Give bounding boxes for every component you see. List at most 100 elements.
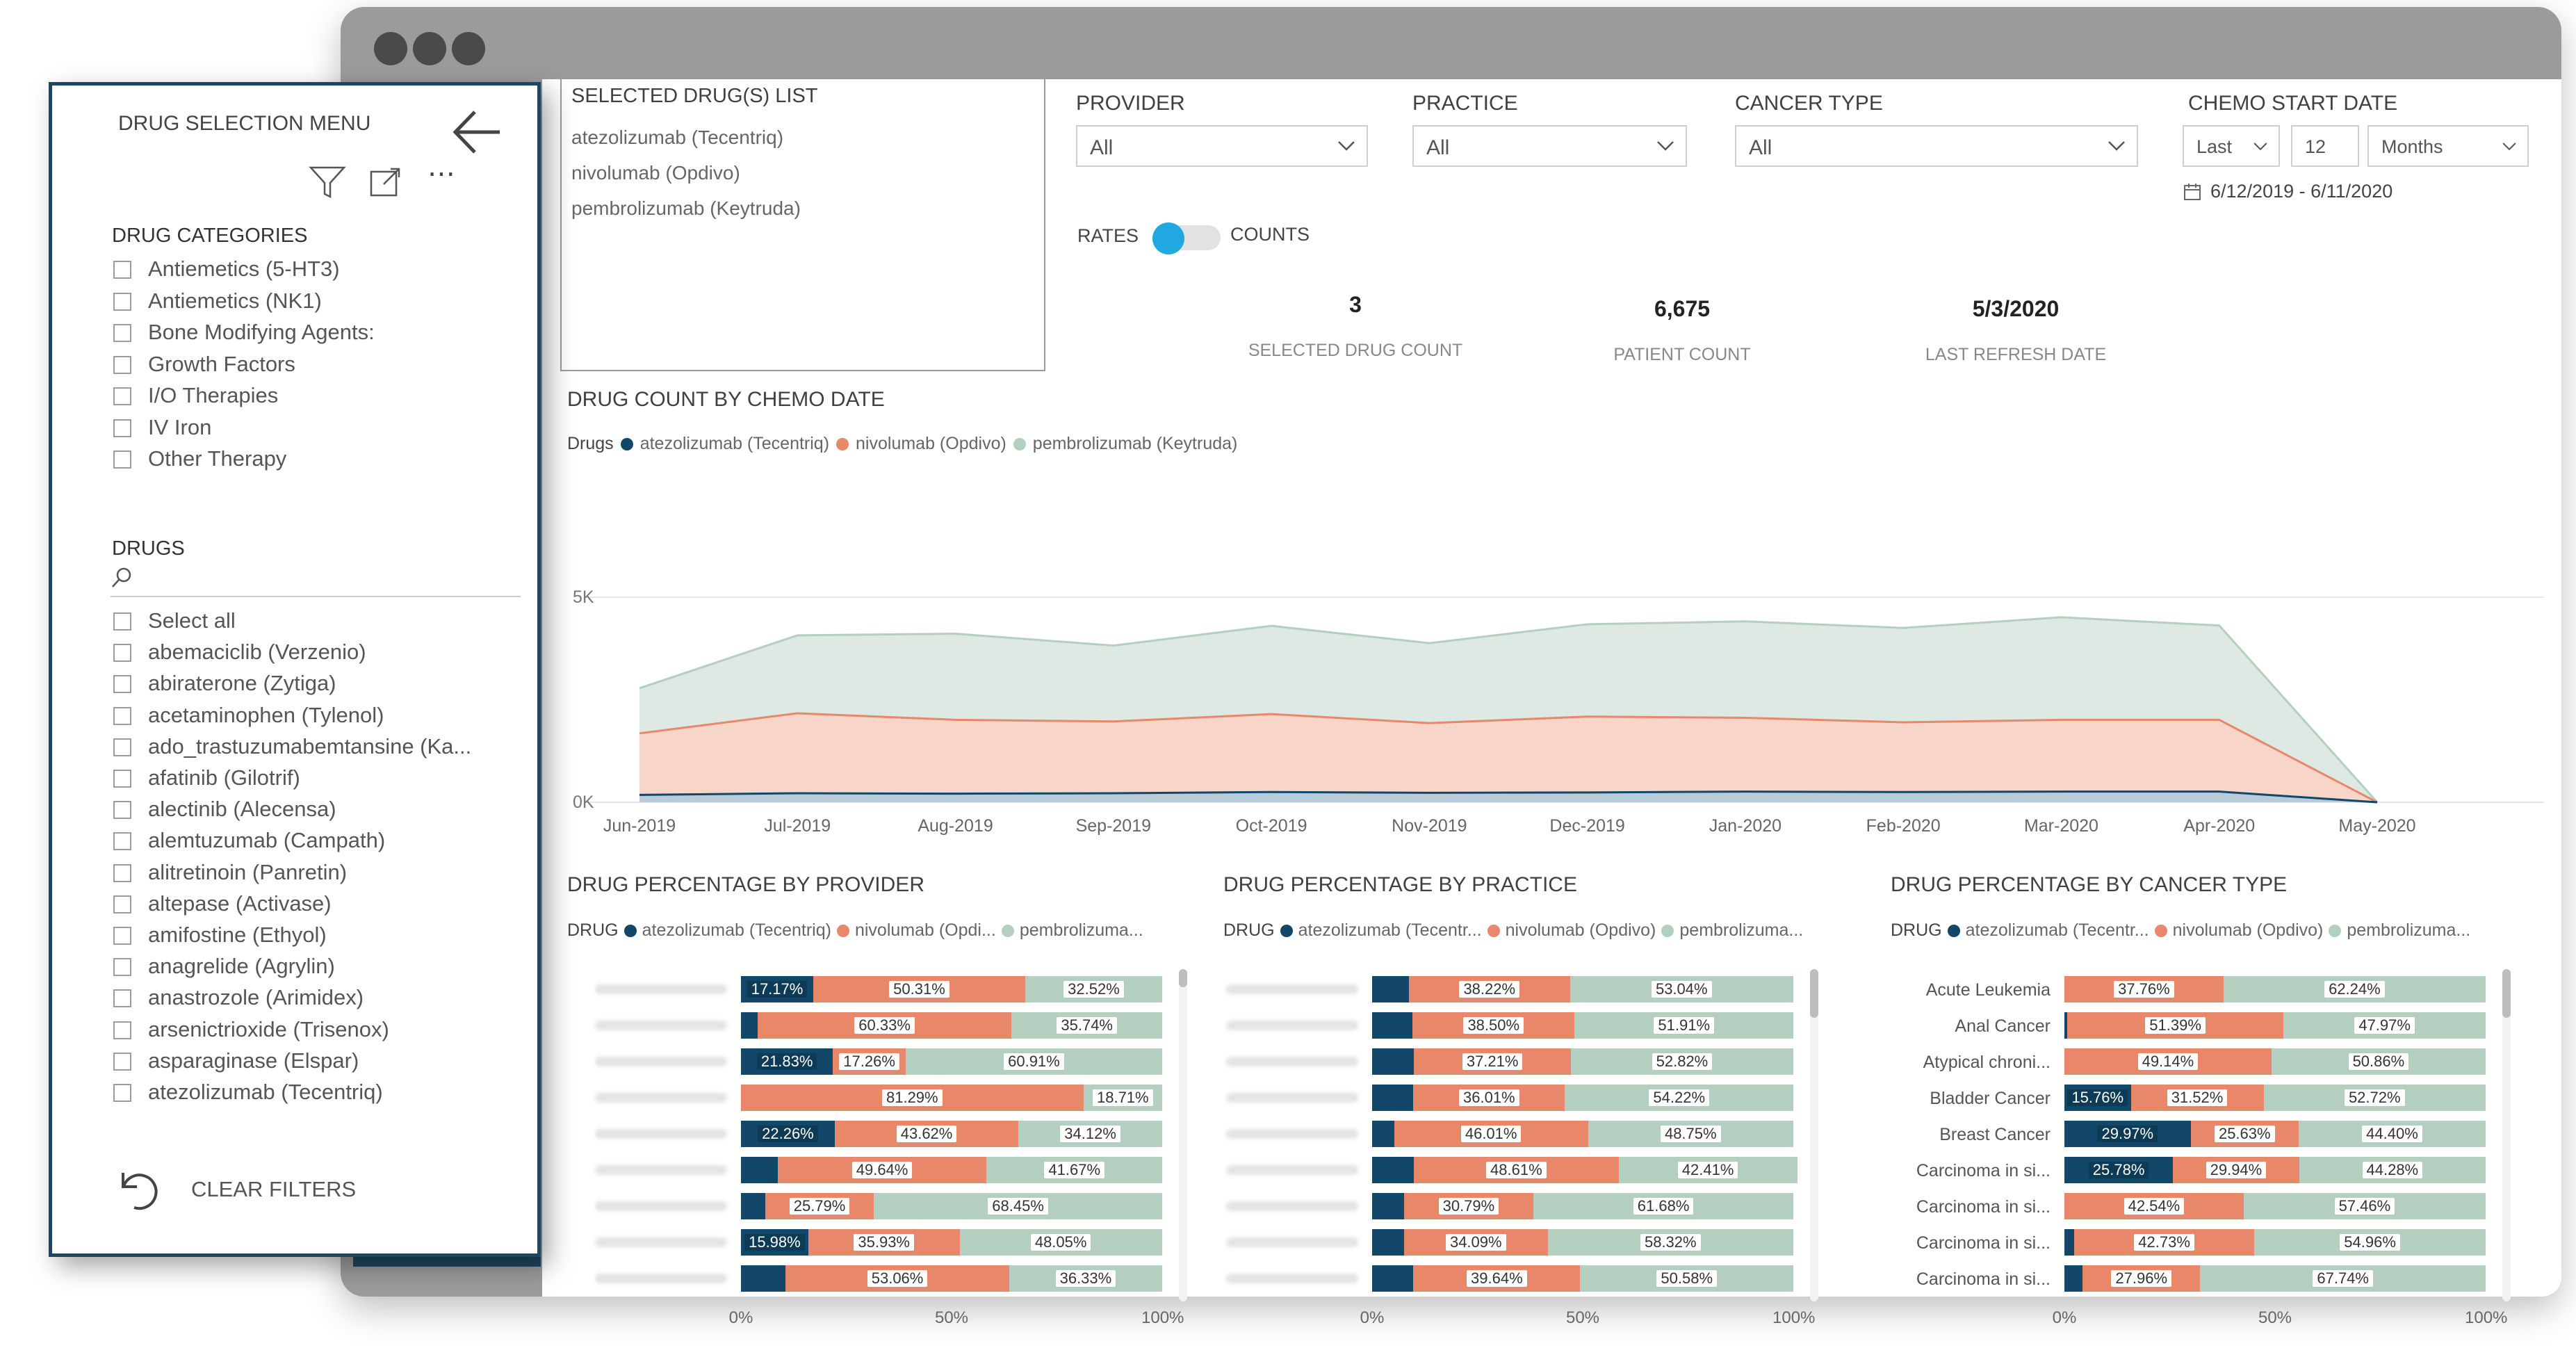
checkbox-label[interactable]: altepase (Activase)	[148, 891, 332, 916]
bar-segment[interactable]: 27.96%	[2082, 1265, 2201, 1292]
bar-segment[interactable]: 30.79%	[1403, 1193, 1534, 1219]
bar-segment[interactable]	[741, 1265, 786, 1292]
bar-segment[interactable]: 38.22%	[1408, 976, 1570, 1002]
bar-segment[interactable]: 60.91%	[905, 1048, 1162, 1075]
practice-dropdown[interactable]: All	[1412, 125, 1687, 167]
checkbox-label[interactable]: afatinib (Gilotrif)	[148, 765, 300, 790]
checkbox[interactable]	[113, 801, 131, 820]
checkbox-label[interactable]: ado_trastuzumabemtansine (Ka...	[148, 733, 472, 758]
undo-icon[interactable]	[113, 1163, 163, 1213]
bar-segment[interactable]: 22.26%	[741, 1121, 835, 1147]
checkbox-label[interactable]: asparaginase (Elspar)	[148, 1048, 359, 1073]
checkbox[interactable]	[113, 738, 131, 756]
checkbox[interactable]	[113, 958, 131, 977]
checkbox[interactable]	[113, 1021, 131, 1039]
bar-segment[interactable]: 67.74%	[2200, 1265, 2486, 1292]
filter-icon[interactable]	[308, 163, 347, 202]
checkbox[interactable]	[113, 324, 131, 342]
checkbox-label[interactable]: acetaminophen (Tylenol)	[148, 702, 384, 727]
bar-segment[interactable]	[741, 1193, 765, 1219]
rates-counts-toggle[interactable]	[1152, 222, 1221, 254]
bar-segment[interactable]: 52.72%	[2263, 1085, 2486, 1111]
legend-item[interactable]: atezolizumab (Tecentriq)	[642, 920, 831, 940]
bar-segment[interactable]	[2064, 1265, 2082, 1292]
checkbox-label[interactable]: alectinib (Alecensa)	[148, 797, 336, 822]
checkbox[interactable]	[113, 292, 131, 311]
bar-segment[interactable]: 57.46%	[2243, 1193, 2486, 1219]
bar-segment[interactable]: 51.39%	[2066, 1012, 2284, 1039]
checkbox[interactable]	[113, 832, 131, 851]
legend-item[interactable]: nivolumab (Opdivo)	[1505, 920, 1656, 940]
bar-segment[interactable]: 52.82%	[1570, 1048, 1793, 1075]
checkbox-label[interactable]: Select all	[148, 608, 236, 633]
checkbox[interactable]	[113, 1084, 131, 1102]
bar-segment[interactable]: 42.73%	[2074, 1229, 2255, 1256]
checkbox[interactable]	[113, 644, 131, 663]
scrollbar-thumb[interactable]	[2502, 969, 2511, 1018]
bar-segment[interactable]: 36.01%	[1413, 1085, 1565, 1111]
checkbox-label[interactable]: arsenictrioxide (Trisenox)	[148, 1016, 389, 1041]
legend-item[interactable]: nivolumab (Opdivo)	[856, 434, 1006, 453]
checkbox[interactable]	[113, 261, 131, 279]
checkbox-label[interactable]: anastrozole (Arimidex)	[148, 985, 364, 1010]
bar-segment[interactable]: 37.21%	[1414, 1048, 1571, 1075]
bar-segment[interactable]	[1372, 1229, 1404, 1256]
bar-segment[interactable]: 35.93%	[808, 1229, 960, 1256]
bar-segment[interactable]: 62.24%	[2223, 976, 2486, 1002]
bar-segment[interactable]: 34.12%	[1018, 1121, 1162, 1147]
legend-item[interactable]: pembrolizuma...	[1019, 920, 1143, 940]
checkbox-label[interactable]: IV Iron	[148, 414, 212, 439]
bar-segment[interactable]: 17.17%	[741, 976, 814, 1002]
bar-segment[interactable]	[1372, 1085, 1414, 1111]
checkbox-label[interactable]: I/O Therapies	[148, 383, 279, 407]
bar-segment[interactable]	[1372, 1048, 1415, 1075]
bar-segment[interactable]: 25.78%	[2064, 1157, 2174, 1183]
checkbox[interactable]	[113, 863, 131, 882]
chemo-number-input[interactable]: 12	[2291, 125, 2359, 167]
checkbox-label[interactable]: Other Therapy	[148, 446, 287, 471]
checkbox-label[interactable]: Growth Factors	[148, 351, 295, 376]
checkbox[interactable]	[113, 1052, 131, 1071]
bar-segment[interactable]: 18.71%	[1083, 1085, 1162, 1111]
legend-item[interactable]: atezolizumab (Tecentriq)	[639, 434, 830, 453]
checkbox-label[interactable]: atezolizumab (Tecentriq)	[148, 1080, 383, 1104]
window-close-dot[interactable]	[374, 32, 407, 65]
bar-segment[interactable]: 81.29%	[741, 1085, 1084, 1111]
bar-segment[interactable]	[1372, 1012, 1413, 1039]
bar-segment[interactable]: 68.45%	[874, 1193, 1162, 1219]
checkbox-label[interactable]: Bone Modifying Agents:	[148, 320, 375, 344]
bar-segment[interactable]: 61.68%	[1533, 1193, 1793, 1219]
bar-segment[interactable]: 49.64%	[777, 1157, 987, 1183]
bar-segment[interactable]: 25.63%	[2190, 1121, 2299, 1147]
bar-segment[interactable]: 32.52%	[1025, 976, 1162, 1002]
bar-segment[interactable]: 48.61%	[1414, 1157, 1619, 1183]
checkbox[interactable]	[113, 355, 131, 374]
scrollbar[interactable]	[1810, 969, 1818, 1301]
bar-segment[interactable]	[2064, 1229, 2075, 1256]
checkbox-label[interactable]: alemtuzumab (Campath)	[148, 828, 386, 853]
bar-segment[interactable]: 29.94%	[2173, 1157, 2299, 1183]
bar-segment[interactable]: 53.04%	[1570, 976, 1793, 1002]
checkbox-label[interactable]: alitretinoin (Panretin)	[148, 859, 348, 884]
legend-item[interactable]: nivolumab (Opdivo)	[2172, 920, 2324, 940]
more-options-icon[interactable]: ⋯	[427, 159, 458, 189]
bar-segment[interactable]: 35.74%	[1011, 1012, 1162, 1039]
checkbox[interactable]	[113, 770, 131, 788]
checkbox[interactable]	[113, 706, 131, 725]
bar-segment[interactable]: 39.64%	[1413, 1265, 1581, 1292]
bar-segment[interactable]: 50.86%	[2271, 1048, 2486, 1075]
bar-segment[interactable]: 31.52%	[2130, 1085, 2264, 1111]
bar-segment[interactable]	[741, 1157, 778, 1183]
legend-item[interactable]: nivolumab (Opdi...	[854, 920, 996, 940]
area-series-1[interactable]	[639, 713, 2377, 802]
checkbox[interactable]	[113, 419, 131, 437]
legend-item[interactable]: atezolizumab (Tecentr...	[1298, 920, 1482, 940]
bar-segment[interactable]: 25.79%	[765, 1193, 874, 1219]
legend-item[interactable]: atezolizumab (Tecentr...	[1965, 920, 2149, 940]
search-icon[interactable]	[111, 565, 134, 589]
checkbox[interactable]	[113, 675, 131, 694]
bar-segment[interactable]: 49.14%	[2064, 1048, 2272, 1075]
bar-segment[interactable]: 29.97%	[2064, 1121, 2191, 1147]
bar-segment[interactable]: 38.50%	[1412, 1012, 1575, 1039]
bar-segment[interactable]: 43.62%	[834, 1121, 1019, 1147]
